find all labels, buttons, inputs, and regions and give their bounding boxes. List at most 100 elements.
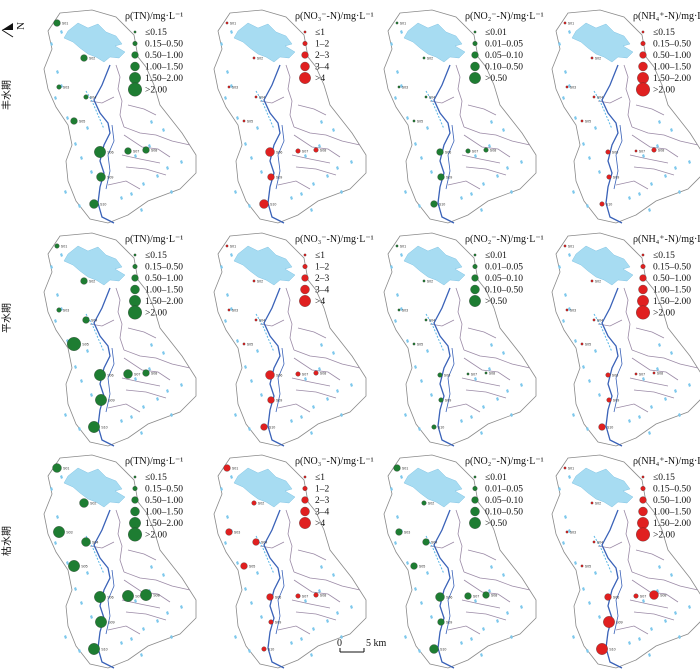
sample-point-s02 <box>252 56 256 60</box>
water-body-mark <box>558 487 561 491</box>
tributary-line <box>615 180 649 190</box>
legend-symbol-1 <box>641 475 645 479</box>
water-body-mark <box>426 571 429 575</box>
station-label: S02 <box>427 280 433 284</box>
water-body-mark <box>148 367 151 371</box>
sample-point-s06 <box>94 369 106 381</box>
station-label: S05 <box>417 120 423 124</box>
water-body-mark <box>156 174 159 178</box>
station-label: S09 <box>107 176 113 180</box>
legend-symbol-4 <box>300 506 310 517</box>
sample-point-s07 <box>124 147 132 155</box>
north-arrow-tail <box>1 29 14 38</box>
river-branch <box>105 347 115 413</box>
water-body-mark <box>502 351 505 355</box>
water-body-mark <box>650 405 653 409</box>
water-body-mark <box>78 427 81 431</box>
legend-label-4: 1.00–1.50 <box>145 63 183 73</box>
station-label: S03 <box>232 86 238 90</box>
water-body-mark <box>648 653 651 657</box>
water-body-mark <box>220 42 223 46</box>
legend-symbol-3 <box>301 274 309 282</box>
sample-point-s03 <box>565 530 569 534</box>
water-body-mark <box>474 154 477 158</box>
water-body-mark <box>86 349 89 353</box>
legend-title: ρ(NO₃⁻-N)/mg·L⁻¹ <box>295 234 374 245</box>
legend-label-5: 1.50–2.00 <box>653 519 691 529</box>
legend-symbol-6 <box>128 305 142 320</box>
legend-label-6: >2.00 <box>145 309 167 319</box>
tributary-line <box>633 389 675 399</box>
water-body-mark <box>230 253 233 257</box>
station-label: S01 <box>568 245 574 249</box>
sample-point-s06 <box>94 591 106 603</box>
sample-point-s03 <box>565 85 569 89</box>
water-body-mark <box>234 413 237 417</box>
legend-label-2: 1–2 <box>315 40 330 50</box>
station-label: S05 <box>247 120 253 124</box>
water-body-mark <box>642 377 645 381</box>
water-body-mark <box>520 605 523 609</box>
row-label-3: 枯水期 <box>0 526 13 556</box>
legend-symbol-4 <box>130 284 140 295</box>
station-label: S01 <box>230 245 236 249</box>
legend-symbol-2 <box>132 486 138 491</box>
tributary-line <box>463 571 531 591</box>
sample-point-s06 <box>265 147 275 157</box>
station-label: S10 <box>268 648 274 652</box>
tributary-line <box>285 509 295 573</box>
tributary-line <box>429 319 455 327</box>
legend-label-4: 3–4 <box>315 508 330 518</box>
legend-label-5: >4 <box>315 297 325 307</box>
tributary-line <box>125 611 167 621</box>
sample-point-s09 <box>606 174 612 180</box>
legend-label-2: 0.15–0.50 <box>145 40 183 50</box>
water-body-mark <box>678 190 681 194</box>
water-body-mark <box>54 541 57 545</box>
basin-boundary <box>213 9 367 224</box>
station-label: S07 <box>640 595 646 599</box>
tributary-line <box>615 403 649 413</box>
legend-label-3: 0.05–0.10 <box>485 496 523 506</box>
sample-point-s08 <box>651 147 657 153</box>
water-body-mark <box>340 635 343 639</box>
legend-title: ρ(TN)/mg·L⁻¹ <box>125 456 183 467</box>
sample-point-s10 <box>430 200 438 208</box>
legend-symbol-2 <box>132 264 138 269</box>
sample-point-s02 <box>80 277 88 285</box>
sample-point-s03 <box>227 308 231 312</box>
station-label: S10 <box>101 648 107 652</box>
reservoir <box>63 245 126 286</box>
tributary-line <box>291 377 331 387</box>
reservoir <box>571 245 634 286</box>
water-body-mark <box>320 565 323 569</box>
legend-symbol-3 <box>639 274 647 282</box>
water-body-mark <box>598 170 601 174</box>
sample-point-s07 <box>634 372 638 376</box>
legend-label-4: 0.10–0.50 <box>485 286 523 296</box>
canal-line <box>593 535 613 575</box>
water-body-mark <box>134 377 137 381</box>
legend-symbol-4 <box>638 284 648 295</box>
reservoir <box>63 22 126 63</box>
sample-point-s08 <box>313 147 319 153</box>
sample-point-s08 <box>483 147 489 153</box>
sample-point-s04 <box>81 537 91 547</box>
water-body-mark <box>474 599 477 603</box>
water-body-mark <box>166 166 169 170</box>
legend-label-6: >2.00 <box>145 531 167 541</box>
legend-symbol-5 <box>637 72 649 84</box>
tributary-line <box>429 96 455 104</box>
station-label: S06 <box>612 374 618 378</box>
legend: ρ(NO₃⁻-N)/mg·L⁻¹ ≤1 1–22–3 3–4>4 <box>295 234 374 307</box>
legend-label-3: 0.50–1.00 <box>653 274 691 284</box>
water-body-mark <box>628 196 631 200</box>
sample-point-s07 <box>122 590 134 602</box>
legend-symbol-4 <box>300 284 310 295</box>
legend-label-1: ≤0.15 <box>145 28 167 38</box>
water-body-mark <box>582 142 585 146</box>
tributary-line <box>447 180 481 190</box>
north-arrow: N <box>1 22 27 38</box>
water-body-mark <box>156 619 159 623</box>
tributary-line <box>295 611 337 621</box>
